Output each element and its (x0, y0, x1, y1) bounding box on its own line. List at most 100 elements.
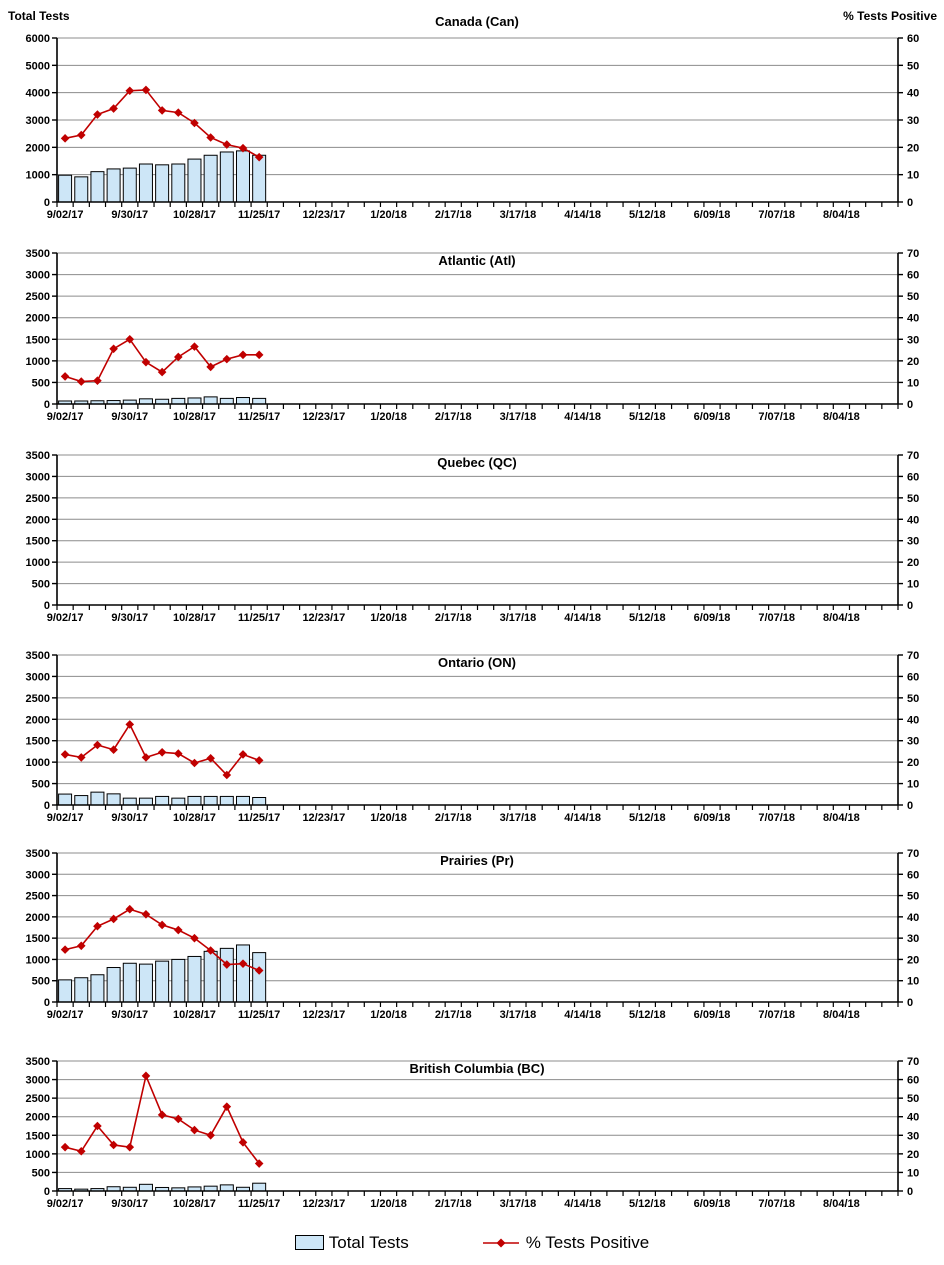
left-axis-tick-label: 2000 (26, 142, 50, 154)
total-tests-bar (122, 962, 137, 1003)
total-tests-bar (219, 151, 234, 203)
left-axis-tick-label: 0 (44, 399, 50, 411)
total-tests-bars (58, 791, 267, 806)
percent-positive-point (238, 143, 248, 153)
left-axis-tick-label: 3500 (26, 248, 50, 260)
gridlines (57, 37, 898, 176)
percent-positive-point (206, 362, 215, 372)
left-axis-tick-label: 0 (44, 600, 50, 612)
x-axis-tick-label: 5/12/18 (629, 812, 666, 824)
percent-positive-point (254, 966, 264, 975)
x-axis-tick-label: 3/17/18 (500, 612, 537, 624)
x-axis-tick-label: 9/30/17 (111, 1198, 148, 1210)
right-axis-tick-label: 50 (907, 493, 919, 505)
right-axis-tick-label: 60 (907, 1075, 919, 1087)
percent-positive-point (109, 1140, 118, 1150)
chart-title: Quebec (QC) (437, 455, 516, 470)
total-tests-bar (58, 174, 73, 203)
left-axis-tick-label: 2000 (26, 1112, 50, 1124)
left-axis-tick-label: 1000 (26, 170, 50, 182)
right-axis: 0 10 20 30 40 50 60 70 (898, 1056, 919, 1198)
left-axis-tick-label: 1000 (26, 1149, 50, 1161)
chart-quebec: 0 500 1000 1500 2000 2500 3000 3500 0 10 20 30 40 50 6… (26, 450, 920, 624)
left-axis-tick-label: 3500 (26, 450, 50, 462)
percent-positive-point (109, 745, 118, 755)
right-axis-tick-label: 0 (907, 800, 913, 812)
left-axis-tick-label: 1500 (26, 334, 50, 346)
total-tests-bar (235, 795, 250, 806)
right-axis: 0 10 20 30 40 50 60 70 (898, 450, 919, 612)
left-axis-tick-label: 3000 (26, 115, 50, 127)
gridlines (57, 252, 898, 383)
left-axis-tick-label: 1000 (26, 757, 50, 769)
percent-positive-point (125, 86, 135, 96)
legend-item-percent-positive: % Tests Positive (481, 1233, 649, 1253)
axes (56, 253, 899, 405)
total-tests-bar (187, 795, 202, 806)
axes (56, 655, 899, 806)
x-axis-tick-label: 9/30/17 (111, 1009, 148, 1021)
right-axis-tick-label: 20 (907, 757, 919, 769)
x-axis-tick-label: 11/25/17 (238, 1198, 280, 1210)
chart-atlantic: 0 500 1000 1500 2000 2500 3000 3500 0 10 20 30 40 50 6… (26, 248, 920, 423)
total-tests-bar (203, 396, 218, 405)
left-axis-tick-label: 3500 (26, 650, 50, 662)
left-axis-tick-label: 3000 (26, 270, 50, 282)
total-tests-bars (58, 396, 267, 405)
axes (56, 1061, 899, 1192)
right-axis-tick-label: 20 (907, 557, 919, 569)
x-axis-tick-label: 9/02/17 (47, 411, 84, 423)
percent-positive-swatch (482, 1238, 519, 1247)
right-axis-tick-label: 30 (907, 736, 919, 748)
x-axis-tick-label: 2/17/18 (435, 411, 472, 423)
left-axis-tick-label: 3000 (26, 471, 50, 483)
x-axis-tick-label: 3/17/18 (500, 1009, 537, 1021)
total-tests-bars (58, 944, 267, 1003)
x-axis-tick-label: 12/23/17 (302, 812, 345, 824)
chart-title: Ontario (ON) (438, 655, 516, 670)
right-axis-tick-label: 70 (907, 248, 919, 260)
x-axis-tick-label: 1/20/18 (370, 1009, 407, 1021)
percent-positive-point (173, 1114, 183, 1124)
legend-label-total-tests: Total Tests (328, 1232, 409, 1252)
total-tests-bar (90, 974, 105, 1003)
percent-positive-point (125, 334, 135, 344)
x-axis-tick-label: 4/14/18 (564, 209, 601, 221)
left-axis: 0 500 1000 1500 2000 2500 3000 3500 (26, 248, 57, 411)
legend-item-total-tests: Total Tests (294, 1232, 409, 1253)
x-axis-tick-label: 1/20/18 (370, 209, 407, 221)
right-axis-tick-label: 60 (907, 671, 919, 683)
left-axis-tick-label: 0 (44, 997, 50, 1009)
right-axis-tick-label: 0 (907, 399, 913, 411)
percent-positive-point (93, 921, 102, 931)
percent-positive-point (238, 350, 248, 360)
right-axis-tick-label: 40 (907, 514, 919, 526)
right-axis-tick-label: 40 (907, 88, 919, 100)
right-axis-tick-label: 70 (907, 450, 919, 462)
left-axis-tick-label: 1000 (26, 954, 50, 966)
percent-positive-point (109, 344, 118, 354)
legend-diamond-icon (496, 1238, 506, 1247)
left-axis: 0 1000 2000 3000 4000 5000 6000 (26, 33, 57, 209)
x-axis-tick-label: 8/04/18 (823, 812, 860, 824)
left-axis-tick-label: 3500 (26, 848, 50, 860)
total-tests-bar (138, 1183, 153, 1192)
x-axis-tick-label: 10/28/17 (173, 812, 216, 824)
left-axis-tick-label: 500 (32, 377, 50, 389)
x-axis-tick-label: 10/28/17 (173, 1198, 216, 1210)
x-axis-tick-label: 5/12/18 (629, 1198, 666, 1210)
x-axis-tick-label: 7/07/18 (758, 209, 795, 221)
x-axis-tick-label: 7/07/18 (758, 612, 795, 624)
left-axis-tick-label: 2000 (26, 714, 50, 726)
total-tests-bar (252, 1182, 267, 1192)
x-axis-tick-label: 2/17/18 (435, 1198, 472, 1210)
x-axis-tick-label: 5/12/18 (629, 411, 666, 423)
percent-positive-point (206, 946, 215, 955)
left-axis-tick-label: 5000 (26, 60, 50, 72)
total-tests-bar (138, 963, 153, 1003)
right-axis-tick-label: 20 (907, 954, 919, 966)
x-axis-tick-label: 3/17/18 (500, 1198, 537, 1210)
total-tests-bar (187, 955, 202, 1003)
right-axis-tick-label: 60 (907, 471, 919, 483)
x-axis-tick-label: 8/04/18 (823, 411, 860, 423)
